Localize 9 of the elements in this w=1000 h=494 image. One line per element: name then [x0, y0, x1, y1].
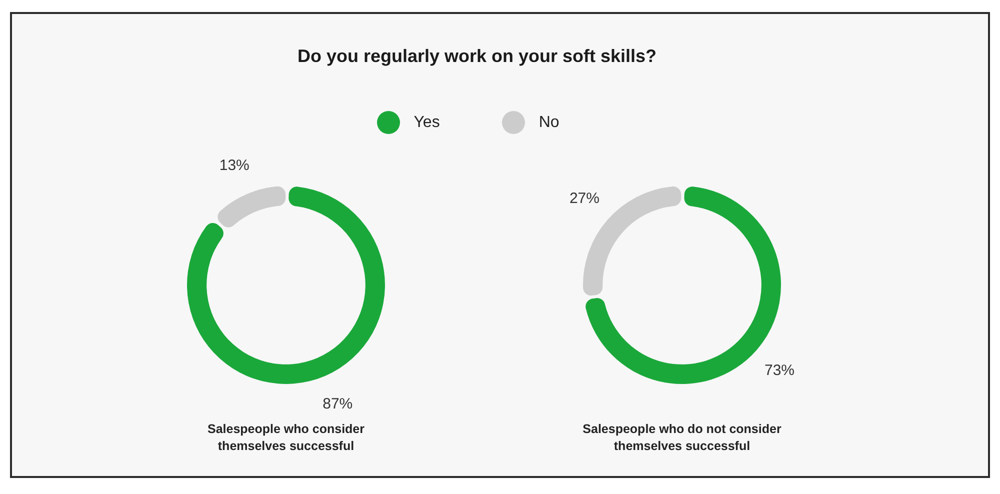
legend-label: Yes: [414, 114, 440, 132]
data-label: 87%: [322, 395, 353, 412]
data-label: 27%: [569, 190, 600, 208]
slice-label: Salespeople who do not consider themselves successful: [582, 421, 782, 455]
chart-title: Do you regularly work on your soft skills?: [296, 46, 658, 67]
legend-label: No: [538, 114, 560, 132]
slice-label: Salespeople who consider themselves successful: [206, 421, 366, 455]
data-label: 13%: [219, 156, 250, 174]
data-label: 73%: [764, 362, 795, 380]
